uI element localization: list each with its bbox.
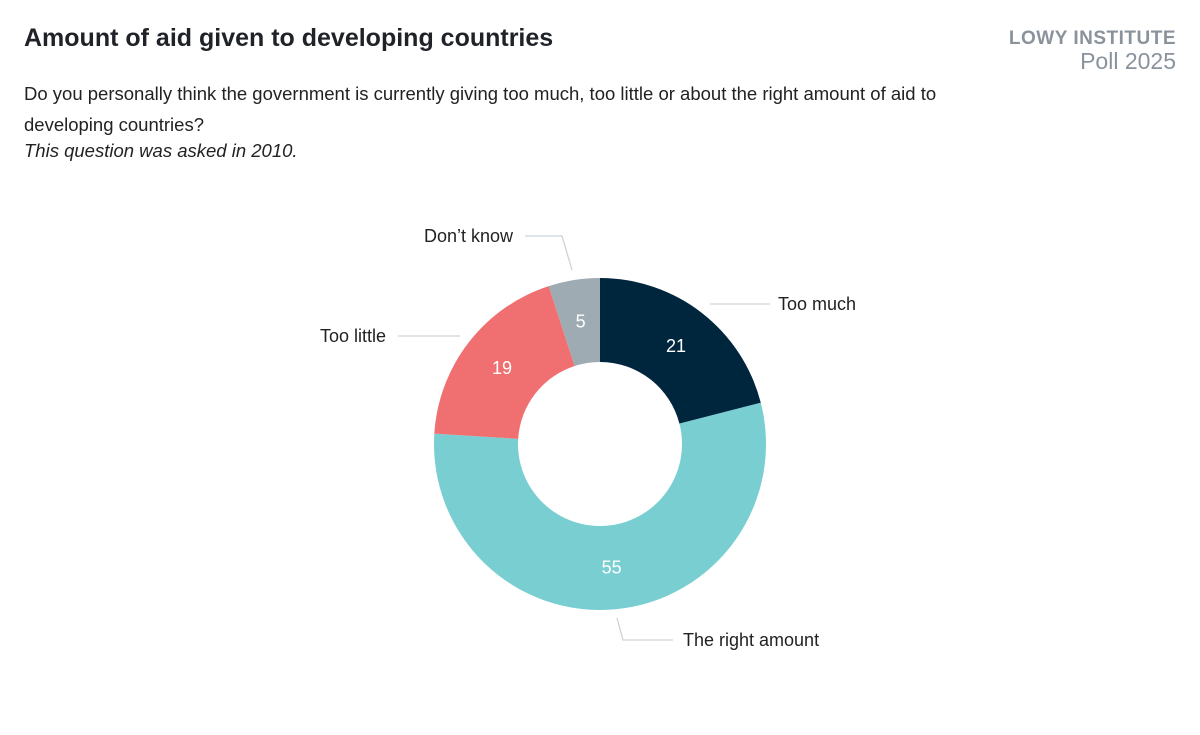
chart-note: This question was asked in 2010. [24,140,298,161]
slice-the-right-amount [433,402,766,611]
category-label-don-t-know: Don’t know [424,226,514,246]
value-label-too-much: 21 [666,336,686,356]
leader-line-the-right-amount [616,617,673,641]
value-label-don-t-know: 5 [576,312,586,332]
leader-line-don-t-know [525,235,573,271]
chart-title: Amount of aid given to developing countr… [24,24,554,52]
lowy-institute-logo: LOWY INSTITUTE Poll 2025 [1008,28,1176,74]
chart-subtitle: Do you personally think the government i… [24,83,937,135]
category-label-too-little: Too little [320,326,386,346]
slice-too-much [600,278,761,424]
category-label-the-right-amount: The right amount [683,630,819,650]
value-label-the-right-amount: 55 [602,557,622,577]
slice-too-little [434,286,575,439]
category-label-too-much: Too much [778,294,856,314]
logo-line-1: LOWY INSTITUTE [1008,28,1176,49]
value-label-too-little: 19 [492,358,512,378]
logo-line-2: Poll 2025 [1080,48,1176,74]
slice-don-t-know [548,278,600,367]
